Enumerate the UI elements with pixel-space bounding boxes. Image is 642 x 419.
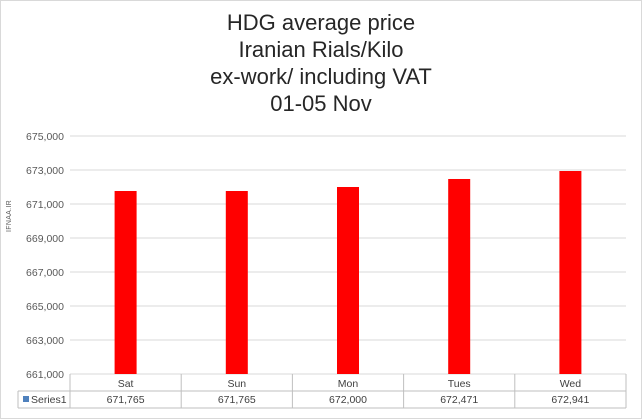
bar <box>337 187 359 374</box>
bar <box>225 190 248 374</box>
data-table-value: 672,000 <box>329 394 367 406</box>
data-table-value: 672,471 <box>440 394 478 406</box>
data-table-value: 672,941 <box>551 394 589 406</box>
y-axis-tick-labels: 661,000 663,000 665,000 667,000 669,000 671,0… <box>26 131 64 381</box>
y-tick-label: 673,000 <box>26 165 64 177</box>
x-category-label: Sun <box>227 378 246 390</box>
chart-title-line: Iranian Rials/Kilo <box>238 37 403 62</box>
y-tick-label: 675,000 <box>26 131 64 143</box>
bar <box>448 178 471 374</box>
data-table-value: 671,765 <box>218 394 256 406</box>
data-table: Sat Sun Mon Tues Wed 671,765 671,765 672,000 672… <box>17 374 627 409</box>
legend-key <box>23 396 29 402</box>
x-category-label: Wed <box>560 378 582 390</box>
x-category-label: Mon <box>338 378 359 390</box>
bar <box>114 190 137 374</box>
y-tick-label: 667,000 <box>26 267 64 279</box>
data-table-value: 671,765 <box>107 394 145 406</box>
chart-title-line: HDG average price <box>227 10 415 35</box>
x-category-label: Sat <box>118 378 134 390</box>
y-tick-label: 671,000 <box>26 199 64 211</box>
bars <box>114 171 582 374</box>
series-name: Series1 <box>31 394 67 406</box>
x-category-label: Tues <box>448 378 471 390</box>
y-tick-label: 669,000 <box>26 233 64 245</box>
watermark-label: IFNAA.IR <box>6 200 13 232</box>
bar <box>559 171 582 374</box>
y-tick-label: 665,000 <box>26 301 64 313</box>
chart-title-line: 01-05 Nov <box>270 91 372 116</box>
y-tick-label: 661,000 <box>26 369 64 381</box>
chart-title-line: ex-work/ including VAT <box>210 64 432 89</box>
y-tick-label: 663,000 <box>26 335 64 347</box>
